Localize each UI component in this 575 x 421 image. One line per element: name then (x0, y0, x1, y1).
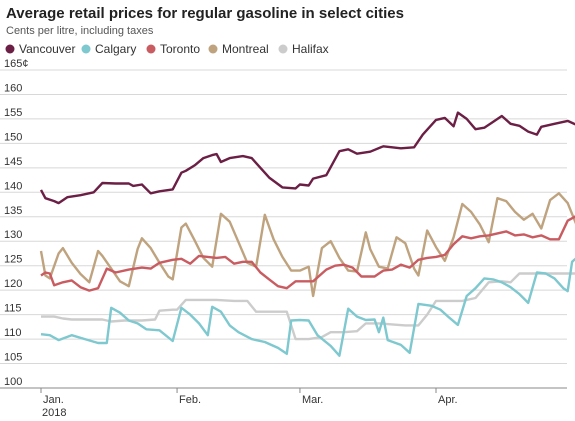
y-axis: 165¢ 160 155 150 145 140 135 130 125 120 115 110 105… (4, 58, 28, 388)
legend-swatch-vancouver (5, 44, 15, 54)
x-tick-label: Jan. (43, 394, 64, 406)
legend: Vancouver Calgary Toronto Montreal Halifax (5, 42, 329, 56)
y-tick-label: 165¢ (4, 58, 28, 70)
y-tick-label: 125 (4, 254, 22, 266)
legend-swatch-calgary (81, 44, 91, 54)
legend-label-montreal: Montreal (222, 42, 269, 56)
series-lines (39, 111, 575, 357)
x-tick-sublabel: 2018 (42, 407, 66, 419)
y-tick-label: 135 (4, 205, 22, 217)
chart-title: Average retail prices for regular gasoli… (6, 5, 404, 22)
chart-subtitle: Cents per litre, including taxes (6, 25, 154, 37)
series-line-calgary (40, 257, 575, 357)
y-tick-label: 130 (4, 229, 22, 241)
y-tick-label: 160 (4, 82, 22, 94)
x-tick-label: Apr. (438, 394, 458, 406)
y-tick-label: 155 (4, 107, 22, 119)
series-line-halifax (41, 272, 575, 341)
series-line-vancouver (39, 111, 575, 205)
legend-label-toronto: Toronto (160, 42, 200, 56)
y-tick-label: 140 (4, 180, 22, 192)
y-tick-label: 110 (4, 327, 22, 339)
y-tick-label: 145 (4, 156, 22, 168)
legend-swatch-halifax (278, 44, 288, 54)
legend-label-halifax: Halifax (292, 42, 329, 56)
legend-swatch-toronto (146, 44, 156, 54)
x-axis: Jan.2018 Feb. Mar. Apr. (40, 388, 458, 419)
legend-label-calgary: Calgary (95, 42, 136, 56)
series-line-toronto (40, 215, 575, 292)
y-tick-label: 150 (4, 131, 22, 143)
y-tick-label: 105 (4, 352, 22, 364)
y-tick-label: 115 (4, 303, 22, 315)
x-tick-label: Feb. (179, 394, 201, 406)
y-tick-label: 120 (4, 278, 22, 290)
x-tick-label: Mar. (302, 394, 323, 406)
y-tick-label: 100 (4, 376, 22, 388)
legend-label-vancouver: Vancouver (19, 42, 75, 56)
legend-swatch-montreal (208, 44, 218, 54)
